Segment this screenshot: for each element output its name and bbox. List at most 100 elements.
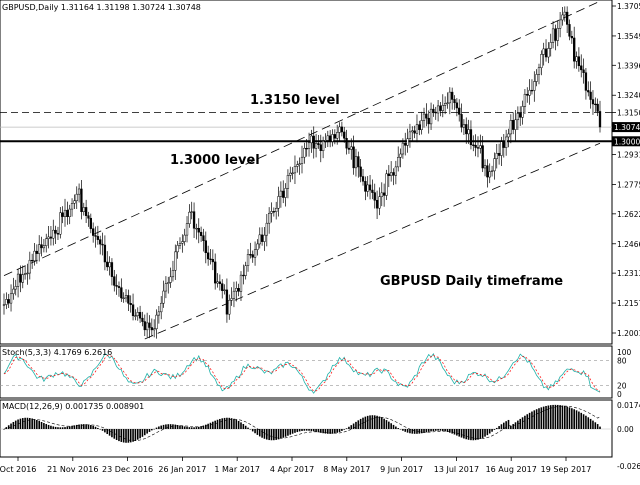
macd-bar [176, 425, 179, 429]
macd-bar [357, 420, 360, 429]
candle-body [408, 131, 412, 139]
candle-body [312, 135, 315, 149]
macd-bar [94, 426, 97, 429]
macd-bar [87, 424, 90, 429]
candle-body [183, 234, 186, 242]
candle-body [303, 147, 306, 158]
macd-bar [174, 424, 177, 429]
macd-bar [470, 429, 472, 441]
macd-bar [31, 418, 33, 429]
macd-bar [113, 429, 116, 439]
macd-bar [303, 429, 306, 431]
macd-bar [275, 429, 277, 440]
macd-bar [547, 405, 550, 429]
candle-body [561, 14, 564, 21]
macd-bar [589, 418, 592, 429]
macd-bar [554, 404, 557, 429]
candle-body [486, 165, 489, 178]
candle-body [23, 273, 27, 276]
macd-bar [97, 427, 99, 429]
macd-bar [80, 424, 83, 429]
candle-body [136, 312, 139, 316]
macd-bar [441, 429, 444, 431]
x-tick-label: Oct 2016 [0, 465, 36, 474]
macd-bar [12, 421, 15, 429]
macd-bar [40, 421, 43, 429]
macd-bar [437, 429, 439, 431]
candle-body [465, 124, 468, 135]
macd-bar [242, 424, 245, 429]
macd-bar [21, 418, 24, 429]
macd-bar [226, 417, 228, 429]
macd-panel [0, 399, 613, 458]
candle-body [380, 192, 383, 197]
macd-bar [505, 421, 507, 429]
candle-body [134, 315, 137, 317]
candle-body [399, 153, 402, 158]
macd-bar [507, 419, 510, 429]
macd-bar [258, 429, 261, 437]
candle-body [66, 209, 69, 217]
candle-body [516, 113, 520, 121]
candle-body [296, 164, 299, 167]
candle-body [80, 188, 83, 212]
candle-body [326, 135, 329, 141]
annotation-1-3000-level: 1.3000 level [170, 153, 260, 168]
candle-body [394, 166, 398, 176]
macd-bar [531, 411, 533, 429]
macd-bar [535, 409, 538, 429]
macd-bar [317, 429, 320, 433]
macd-bar [172, 424, 174, 429]
price-tick-label: 1.3000 [614, 137, 640, 146]
candle-body [594, 103, 597, 106]
macd-bar [343, 429, 346, 430]
macd-bar [195, 427, 198, 429]
candle-body [540, 54, 543, 68]
price-tick-label: 1.3240 [617, 91, 640, 100]
candle-body [291, 172, 294, 174]
macd-bar [64, 427, 66, 429]
candle-body [542, 48, 545, 55]
candle-body [99, 239, 102, 245]
candle-body [246, 254, 250, 266]
macd-bar [26, 417, 29, 429]
candle-body [265, 222, 268, 236]
candle-body [289, 172, 292, 176]
candle-body [490, 170, 494, 172]
macd-bar [312, 429, 315, 432]
macd-bar [383, 418, 385, 429]
candle-body [565, 11, 569, 25]
macd-bar [549, 405, 552, 429]
macd-bar [186, 426, 188, 429]
candle-body [345, 137, 348, 149]
macd-bar [120, 429, 123, 442]
stoch-main-line [3, 352, 601, 394]
macd-bar [481, 429, 484, 438]
candle-body [260, 234, 264, 242]
candle-body [145, 322, 149, 331]
candle-body [277, 196, 280, 209]
candle-body [141, 317, 144, 322]
candle-body [249, 254, 252, 256]
candle-body [14, 286, 17, 290]
macd-bar [155, 427, 158, 429]
candle-body [563, 11, 566, 16]
candle-body [155, 314, 158, 330]
macd-bar [491, 429, 493, 432]
macd-bar [479, 429, 482, 439]
macd-bar [573, 409, 575, 429]
macd-bar [118, 429, 120, 442]
candle-body [361, 176, 365, 182]
candle-body [371, 189, 374, 193]
macd-bar [406, 429, 409, 433]
price-panel [0, 0, 613, 345]
candle-body [305, 147, 308, 150]
candle-body [397, 157, 400, 168]
macd-bar [411, 429, 414, 434]
candle-body [143, 321, 146, 331]
candle-body [138, 312, 142, 319]
macd-bar [512, 424, 514, 429]
macd-bar [45, 424, 48, 429]
macd-bar [33, 419, 36, 429]
